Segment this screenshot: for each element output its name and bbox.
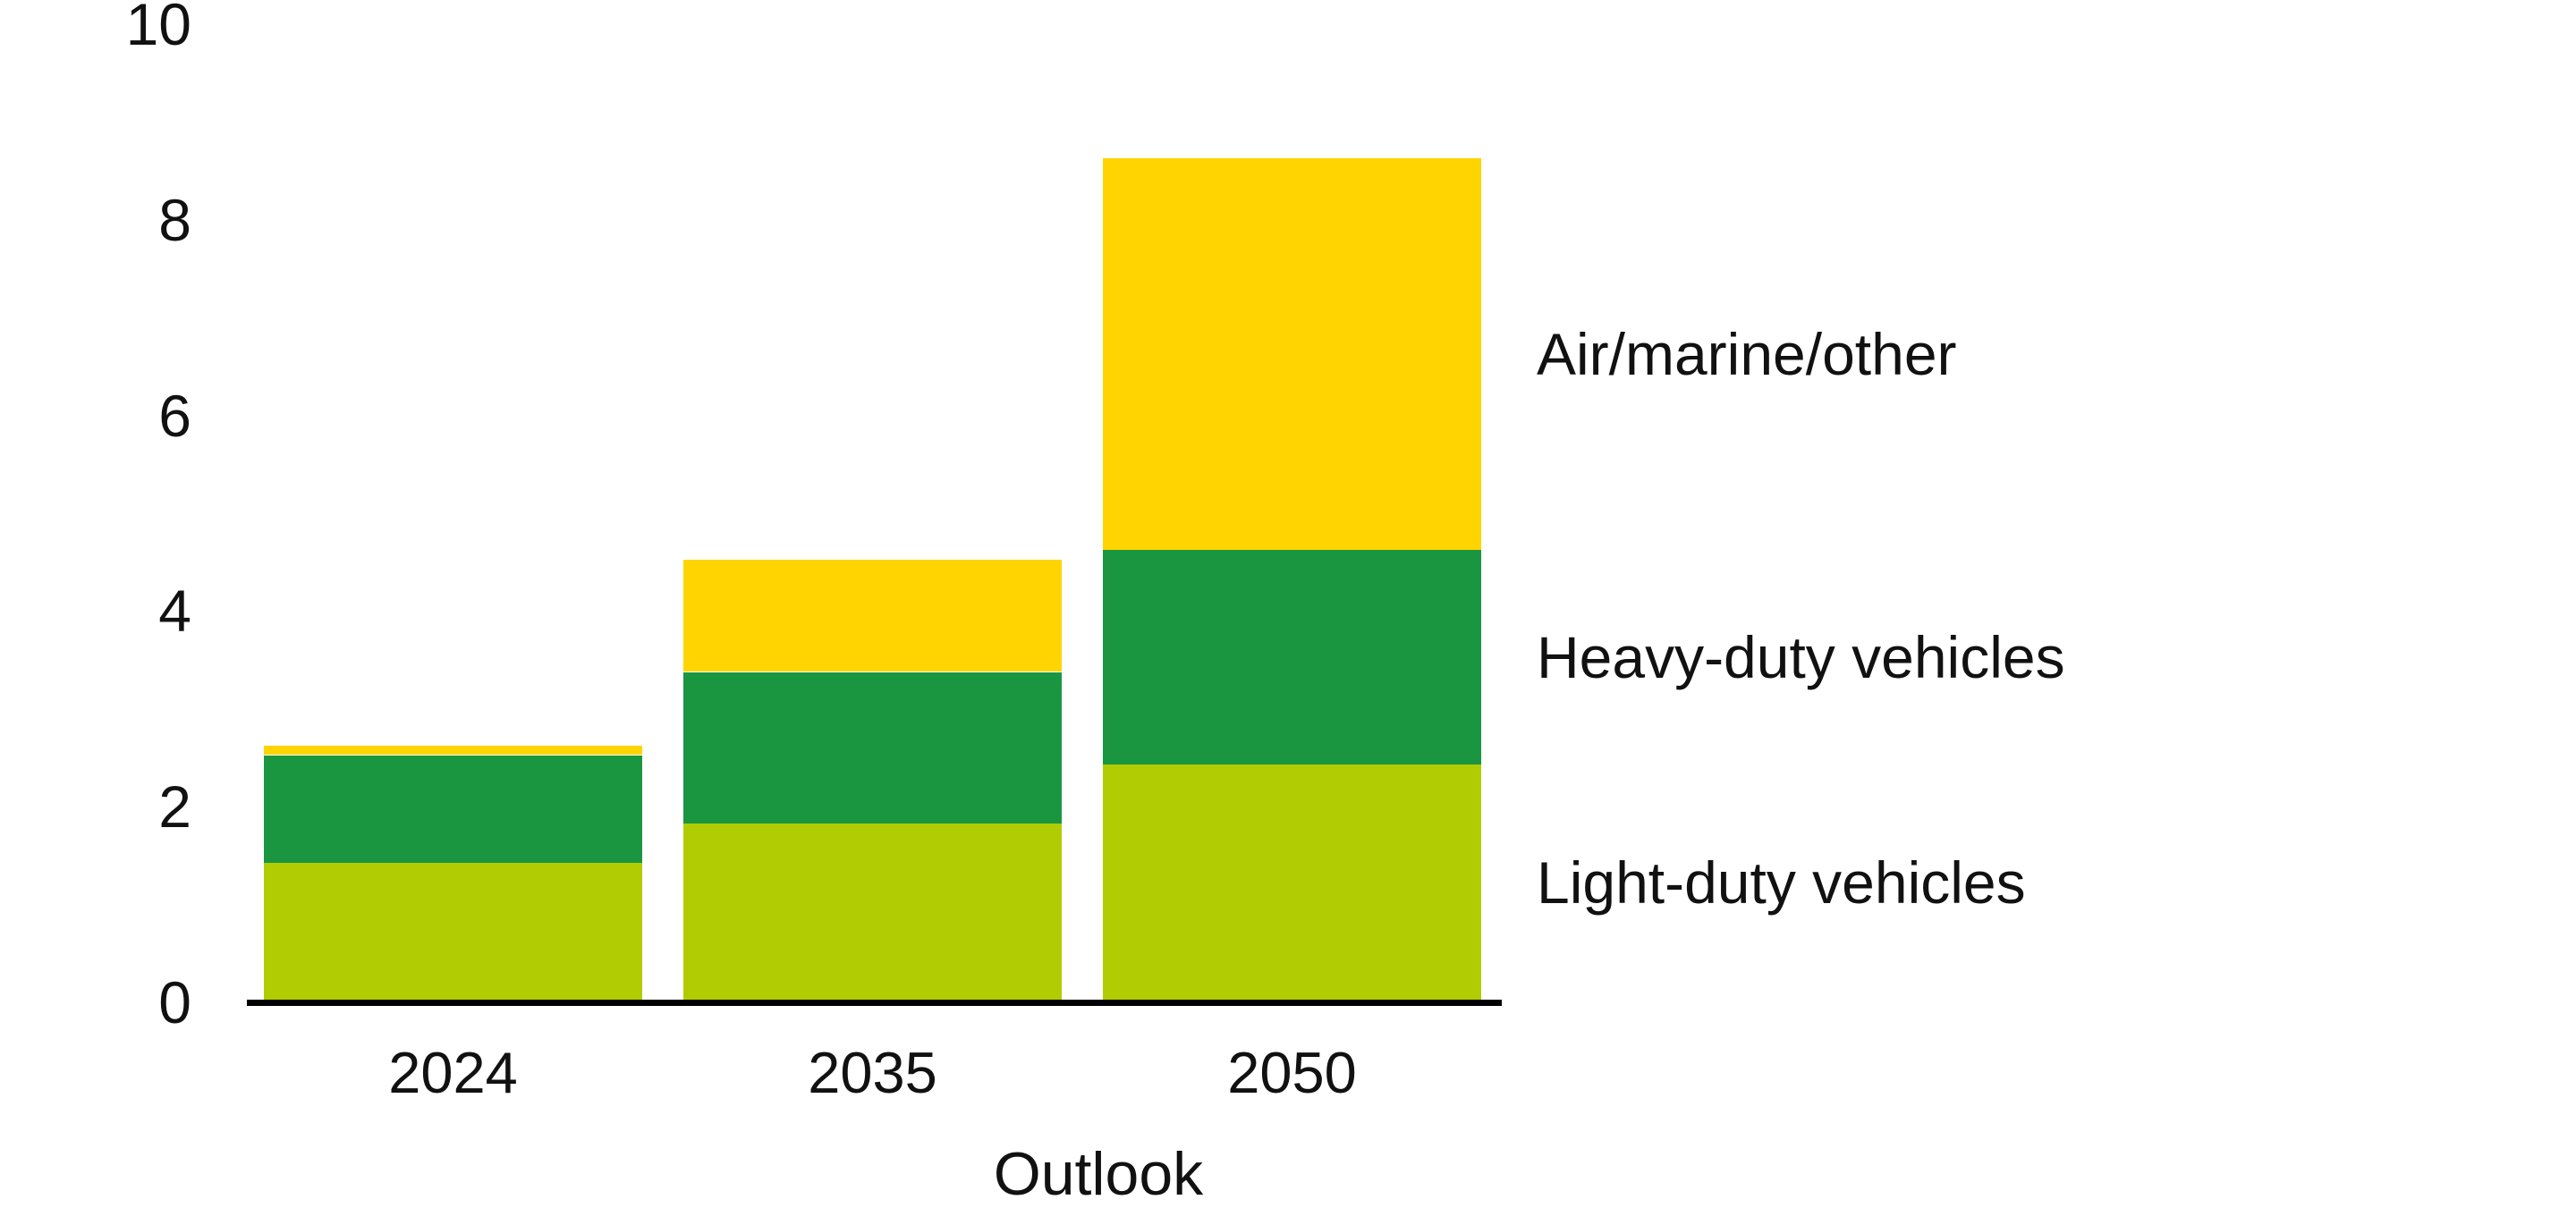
y-tick-label-6: 6 [158, 382, 191, 449]
bar-2035-segment-light-duty-vehicles [683, 824, 1062, 1000]
bar-2024-segment-air-marine-other [264, 745, 642, 756]
legend-label-air-marine-other: Air/marine/other [1537, 320, 1957, 387]
x-tick-label-2035: 2035 [808, 1040, 937, 1105]
y-tick-label-10: 10 [125, 0, 191, 57]
x-axis-title: Outlook [993, 1140, 1204, 1208]
legend-label-heavy-duty-vehicles: Heavy-duty vehicles [1537, 624, 2065, 691]
y-tick-label-2: 2 [158, 773, 191, 841]
y-tick-label-4: 4 [158, 578, 191, 645]
bar-2035-segment-heavy-duty-vehicles [683, 672, 1062, 824]
bar-2050-segment-air-marine-other [1103, 158, 1481, 550]
bar-2050-segment-heavy-duty-vehicles [1103, 549, 1481, 765]
x-tick-label-2050: 2050 [1227, 1040, 1357, 1105]
y-tick-label-8: 8 [158, 186, 191, 253]
bar-2024-segment-light-duty-vehicles [264, 862, 642, 1000]
x-axis-baseline [247, 1000, 1502, 1006]
bar-2024-segment-heavy-duty-vehicles [264, 755, 642, 863]
bar-2050-segment-light-duty-vehicles [1103, 765, 1481, 1000]
x-tick-label-2024: 2024 [388, 1040, 518, 1105]
bar-2035-segment-air-marine-other [683, 559, 1062, 672]
legend-label-light-duty-vehicles: Light-duty vehicles [1537, 849, 2026, 916]
y-tick-label-0: 0 [158, 969, 191, 1035]
